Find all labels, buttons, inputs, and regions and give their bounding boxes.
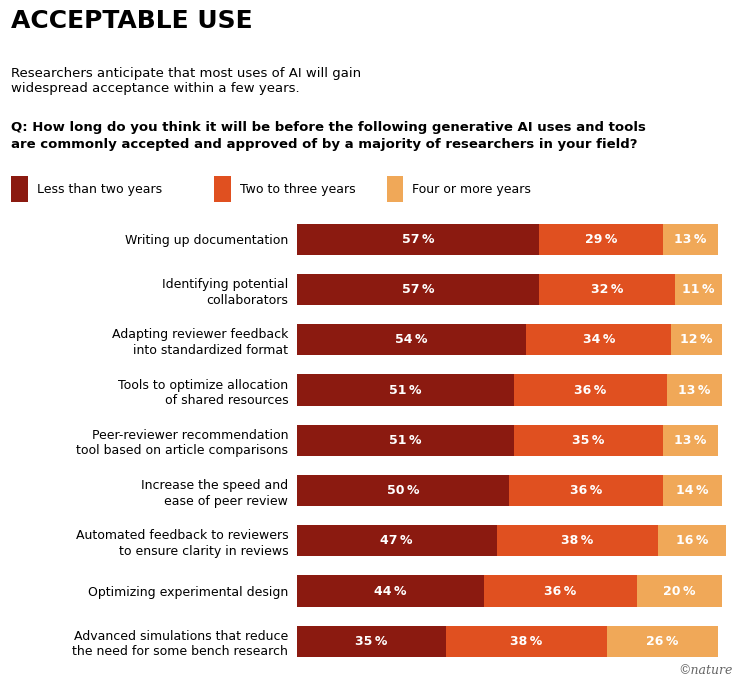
Bar [659,525,726,556]
Text: 44 %: 44 % [374,585,406,598]
Text: Four or more years: Four or more years [412,183,531,196]
Text: Two to three years: Two to three years [240,183,355,196]
Text: 36 %: 36 % [574,384,606,396]
Text: 38 %: 38 % [510,634,542,648]
Bar [667,375,722,406]
Bar [675,274,722,305]
Text: 50 %: 50 % [387,484,419,497]
Text: 57 %: 57 % [402,283,434,296]
Bar [297,475,509,506]
Text: 26 %: 26 % [647,634,679,648]
Text: 51 %: 51 % [389,384,421,396]
Text: 13 %: 13 % [678,384,710,396]
Text: Researchers anticipate that most uses of AI will gain
widespread acceptance with: Researchers anticipate that most uses of… [11,67,361,95]
Text: 11 %: 11 % [683,283,715,296]
Text: 16 %: 16 % [676,534,708,547]
Text: 32 %: 32 % [591,283,623,296]
Bar [297,274,539,305]
Text: 51 %: 51 % [389,434,421,447]
Text: 14 %: 14 % [676,484,708,497]
Bar [509,475,662,506]
FancyBboxPatch shape [387,176,403,203]
Bar [297,324,526,356]
Text: 38 %: 38 % [561,534,593,547]
Bar [662,224,718,255]
Bar [496,525,659,556]
Bar [539,274,675,305]
Text: 36 %: 36 % [570,484,602,497]
Text: 54 %: 54 % [395,333,428,346]
Bar [297,224,539,255]
Bar [297,525,496,556]
Text: 12 %: 12 % [680,333,713,346]
Bar [671,324,722,356]
Bar [539,224,662,255]
Bar [662,475,722,506]
Text: 47 %: 47 % [380,534,413,547]
Bar [637,575,722,607]
Text: ©nature: ©nature [678,664,732,677]
Bar [608,626,718,657]
Bar [514,375,667,406]
Text: Q: How long do you think it will be before the following generative AI uses and : Q: How long do you think it will be befo… [11,121,646,151]
FancyBboxPatch shape [214,176,231,203]
Text: 57 %: 57 % [402,233,434,246]
Text: 35 %: 35 % [355,634,388,648]
Bar [297,425,514,456]
Bar [297,575,484,607]
Text: 13 %: 13 % [674,233,707,246]
Bar [514,425,662,456]
Text: 20 %: 20 % [663,585,695,598]
Text: ACCEPTABLE USE: ACCEPTABLE USE [11,9,253,33]
Bar [526,324,671,356]
Text: 29 %: 29 % [584,233,617,246]
Text: Less than two years: Less than two years [37,183,162,196]
Bar [445,626,608,657]
Bar [297,375,514,406]
Text: 13 %: 13 % [674,434,707,447]
Bar [662,425,718,456]
Text: 35 %: 35 % [572,434,605,447]
FancyBboxPatch shape [11,176,28,203]
Text: 34 %: 34 % [583,333,615,346]
Bar [297,626,445,657]
Text: 36 %: 36 % [544,585,577,598]
Bar [484,575,637,607]
